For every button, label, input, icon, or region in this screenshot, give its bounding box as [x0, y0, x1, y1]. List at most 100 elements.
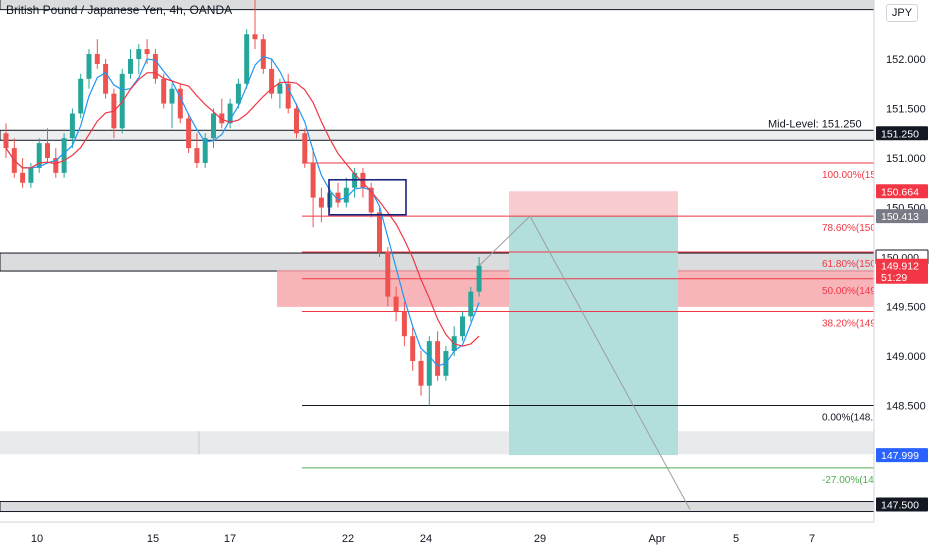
price-tag-gray: [876, 209, 928, 224]
candle-body: [103, 63, 109, 94]
candle-body: [94, 54, 100, 64]
fib-label-6: -27.00%(14: [822, 475, 874, 486]
candle-body: [78, 78, 84, 114]
candle-body: [144, 49, 150, 55]
candle-body: [186, 118, 192, 149]
price-tag-dark: [876, 126, 928, 141]
price-tag-label: 149.912: [881, 261, 919, 273]
candle-body: [310, 162, 316, 198]
date-tick-label: 17: [224, 533, 236, 545]
price-tag-label: 150.664: [881, 186, 919, 198]
fib-label-4: 38.20%(149.: [822, 318, 879, 329]
price-tag-red: [876, 258, 928, 273]
support-zone-bottom: [0, 501, 875, 513]
candle-body: [235, 83, 241, 104]
candle-body: [468, 291, 474, 317]
currency-button[interactable]: JPY: [886, 4, 918, 22]
fib-label-2: 61.80%(150: [822, 259, 876, 270]
candle-body: [252, 34, 258, 40]
price-tick-label: 149.000: [886, 351, 926, 363]
candle-body: [211, 113, 216, 139]
stop-loss-zone[interactable]: [509, 191, 678, 217]
candle-body: [335, 192, 341, 203]
symbol-title: British Pound / Japanese Yen, 4h, OANDA: [6, 3, 233, 17]
candle-body: [426, 341, 432, 386]
candle-body: [152, 54, 158, 79]
moving-average-fast: [5, 55, 480, 367]
candle-body: [368, 187, 374, 213]
consolidation-box[interactable]: [328, 178, 407, 216]
time-axis[interactable]: [0, 522, 932, 550]
candle-body: [377, 212, 382, 253]
candle-body: [36, 143, 42, 168]
price-tag-red-sub: [876, 269, 928, 284]
candle-body: [128, 59, 133, 74]
mid-level-zone: [0, 129, 875, 141]
candle-body: [169, 88, 175, 104]
date-tick-label: 22: [342, 533, 354, 545]
candle-body: [244, 34, 250, 84]
candle-body: [219, 113, 225, 124]
candle-body: [269, 68, 275, 94]
candle-body: [476, 265, 482, 292]
candle-body: [45, 143, 50, 158]
take-profit-zone[interactable]: [509, 216, 678, 456]
candle-body: [53, 158, 59, 173]
candle-body: [393, 296, 399, 312]
candle-body: [86, 54, 92, 79]
fib-label-1: 78.60%(150: [822, 223, 876, 234]
price-tag-label: 147.500: [881, 500, 919, 512]
fib-label-5: 0.00%(148.5: [822, 413, 879, 424]
price-tag-label: 151.250: [881, 128, 919, 140]
candle-body: [343, 187, 349, 203]
date-tick-label: 29: [534, 533, 546, 545]
price-tick-label: 151.500: [886, 104, 926, 116]
candle-body: [3, 133, 9, 149]
candle-body: [302, 133, 308, 163]
candle-body: [460, 316, 465, 337]
price-tag-label: 147.999: [881, 450, 919, 462]
candle-body: [69, 113, 75, 139]
candle-body: [136, 49, 142, 59]
candle-body: [401, 311, 407, 337]
candle-body: [385, 252, 391, 297]
date-tick-label: Apr: [648, 533, 665, 545]
date-tick-label: 15: [147, 533, 159, 545]
candle-body: [418, 360, 424, 386]
candle-body: [28, 167, 34, 183]
projection-path: [478, 215, 691, 510]
date-tick-label: 24: [420, 533, 432, 545]
date-tick-label: 10: [31, 533, 43, 545]
candle-body: [161, 78, 167, 104]
candle-body: [177, 88, 183, 119]
price-tag-label: 51:29: [881, 272, 907, 284]
support-zone-gray: [0, 431, 874, 455]
price-tag-dark: [876, 497, 928, 512]
price-tick-label: 149.500: [886, 302, 926, 314]
price-tag-blue: [876, 448, 928, 463]
fib-label-3: 50.00%(149.: [822, 286, 879, 297]
candle-body: [318, 197, 324, 208]
candle-body: [194, 148, 200, 163]
mid-level-label: Mid-Level: 151.250: [768, 118, 862, 130]
candle-body: [410, 336, 416, 361]
price-tick-label: 151.000: [886, 153, 926, 165]
candle-body: [61, 138, 67, 173]
date-tick-label: 5: [733, 533, 739, 545]
candle-body: [20, 172, 26, 183]
moving-average-slow: [5, 72, 480, 347]
candle-body: [294, 108, 299, 134]
candle-body: [435, 341, 441, 376]
fib-label-0: 100.00%(150: [822, 170, 882, 181]
price-tag-label: 150.413: [881, 211, 919, 223]
date-tick-label: 7: [809, 533, 815, 545]
candle-body: [285, 83, 291, 109]
candle-body: [260, 39, 266, 69]
level-150-zone: [0, 252, 875, 272]
candle-body: [277, 83, 283, 94]
price-tag-red: [876, 184, 928, 199]
price-tick-label: 148.500: [886, 401, 926, 413]
candle-body: [227, 103, 233, 124]
